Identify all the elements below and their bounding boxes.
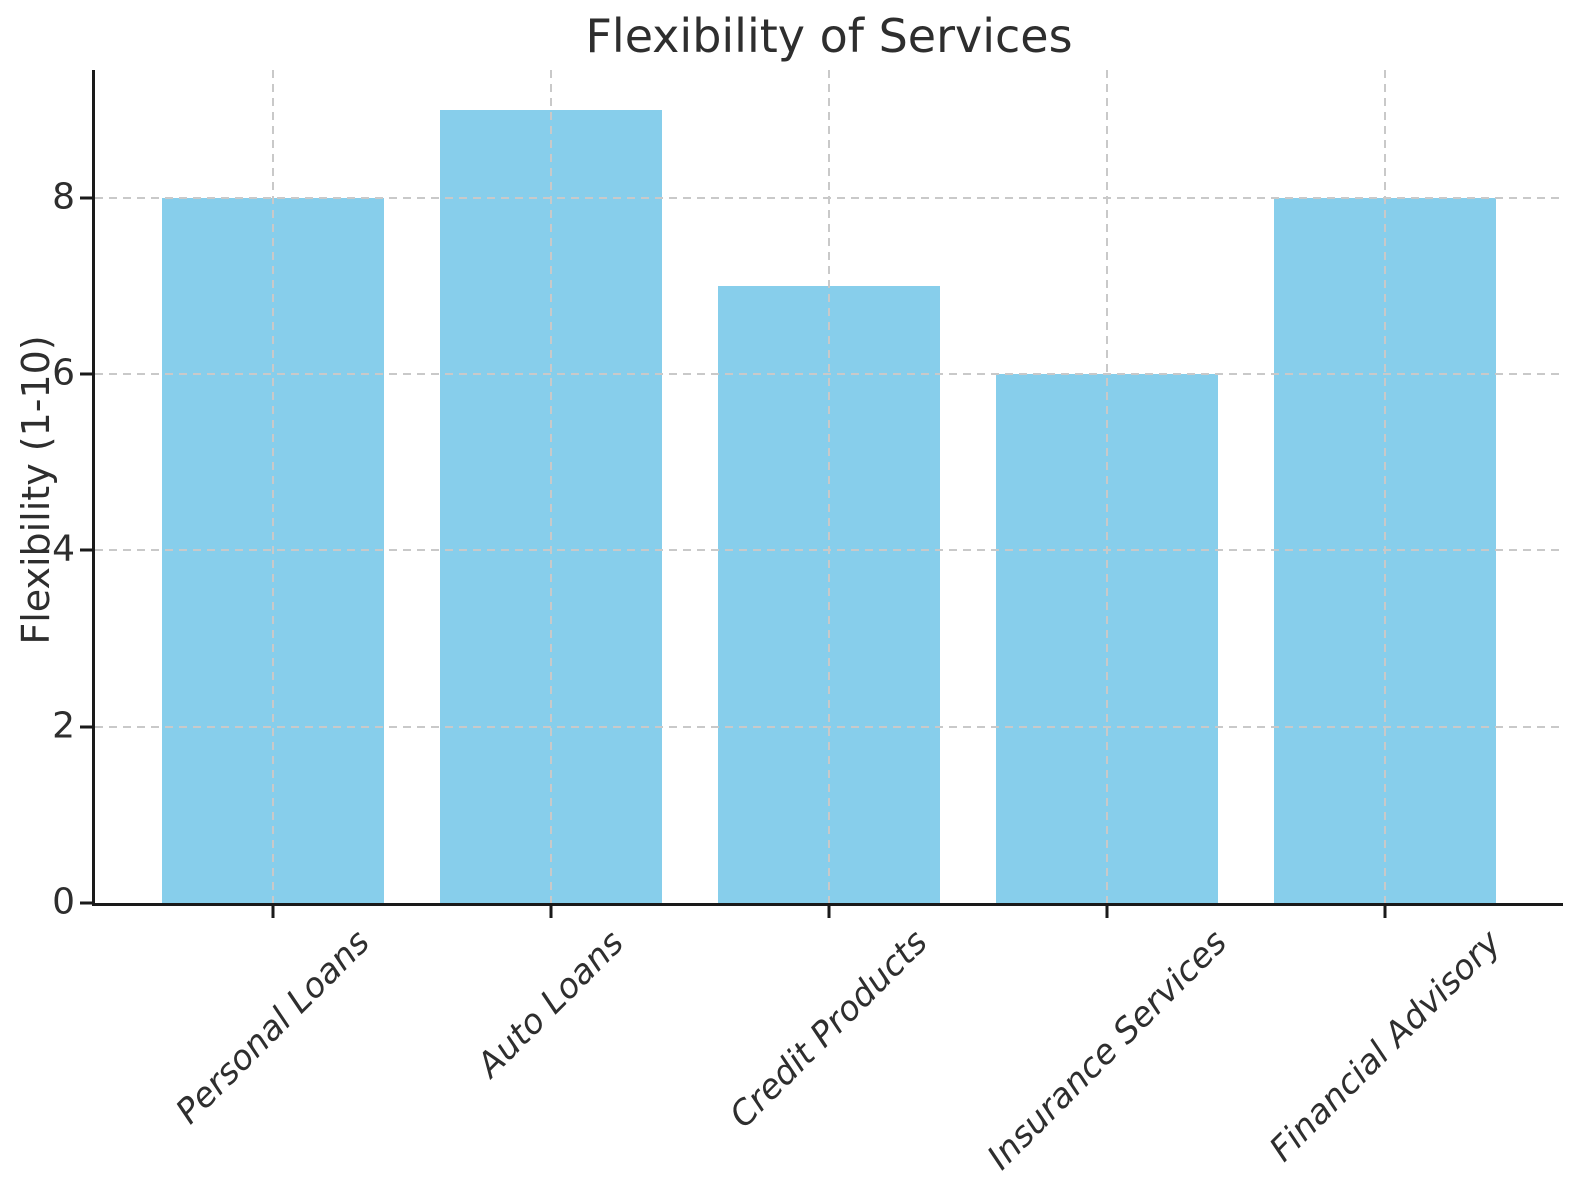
x-tick-mark-insurance-services (1105, 906, 1109, 918)
y-tick-mark-6 (80, 372, 92, 376)
gridline-vertical-insurance-services (1106, 70, 1109, 903)
y-tick-mark-2 (80, 725, 92, 729)
x-axis-spine (92, 903, 1563, 906)
x-tick-label-text: Insurance Services (979, 922, 1235, 1178)
x-tick-label-text: Financial Advisory (1261, 922, 1509, 1170)
gridline-vertical-personal-loans (271, 70, 274, 903)
x-tick-label-text: Credit Products (722, 922, 936, 1137)
y-tick-label-4: 4 (52, 529, 75, 571)
y-tick-mark-4 (80, 548, 92, 552)
x-tick-mark-credit-products (827, 906, 831, 918)
y-axis-spine (92, 70, 95, 906)
y-tick-label-0: 0 (52, 881, 75, 923)
x-tick-label-text: Auto Loans (469, 922, 632, 1086)
gridline-vertical-financial-advisory (1384, 70, 1387, 903)
chart-title: Flexibility of Services (585, 9, 1073, 63)
y-tick-label-6: 6 (52, 352, 75, 394)
plot-area: 0 2 4 6 8 Personal Loans Auto Loans Credit Prod… (52, 70, 1563, 1178)
y-tick-label-8: 8 (52, 176, 75, 218)
x-tick-mark-personal-loans (271, 906, 275, 918)
y-tick-label-2: 2 (52, 705, 75, 747)
gridline-vertical-credit-products (828, 70, 830, 903)
x-tick-mark-auto-loans (549, 906, 553, 918)
y-tick-mark-8 (80, 196, 92, 200)
x-tick-mark-financial-advisory (1383, 906, 1387, 918)
x-tick-label-text: Personal Loans (168, 922, 378, 1133)
y-tick-mark-0 (80, 901, 92, 905)
gridline-vertical-auto-loans (549, 70, 552, 903)
